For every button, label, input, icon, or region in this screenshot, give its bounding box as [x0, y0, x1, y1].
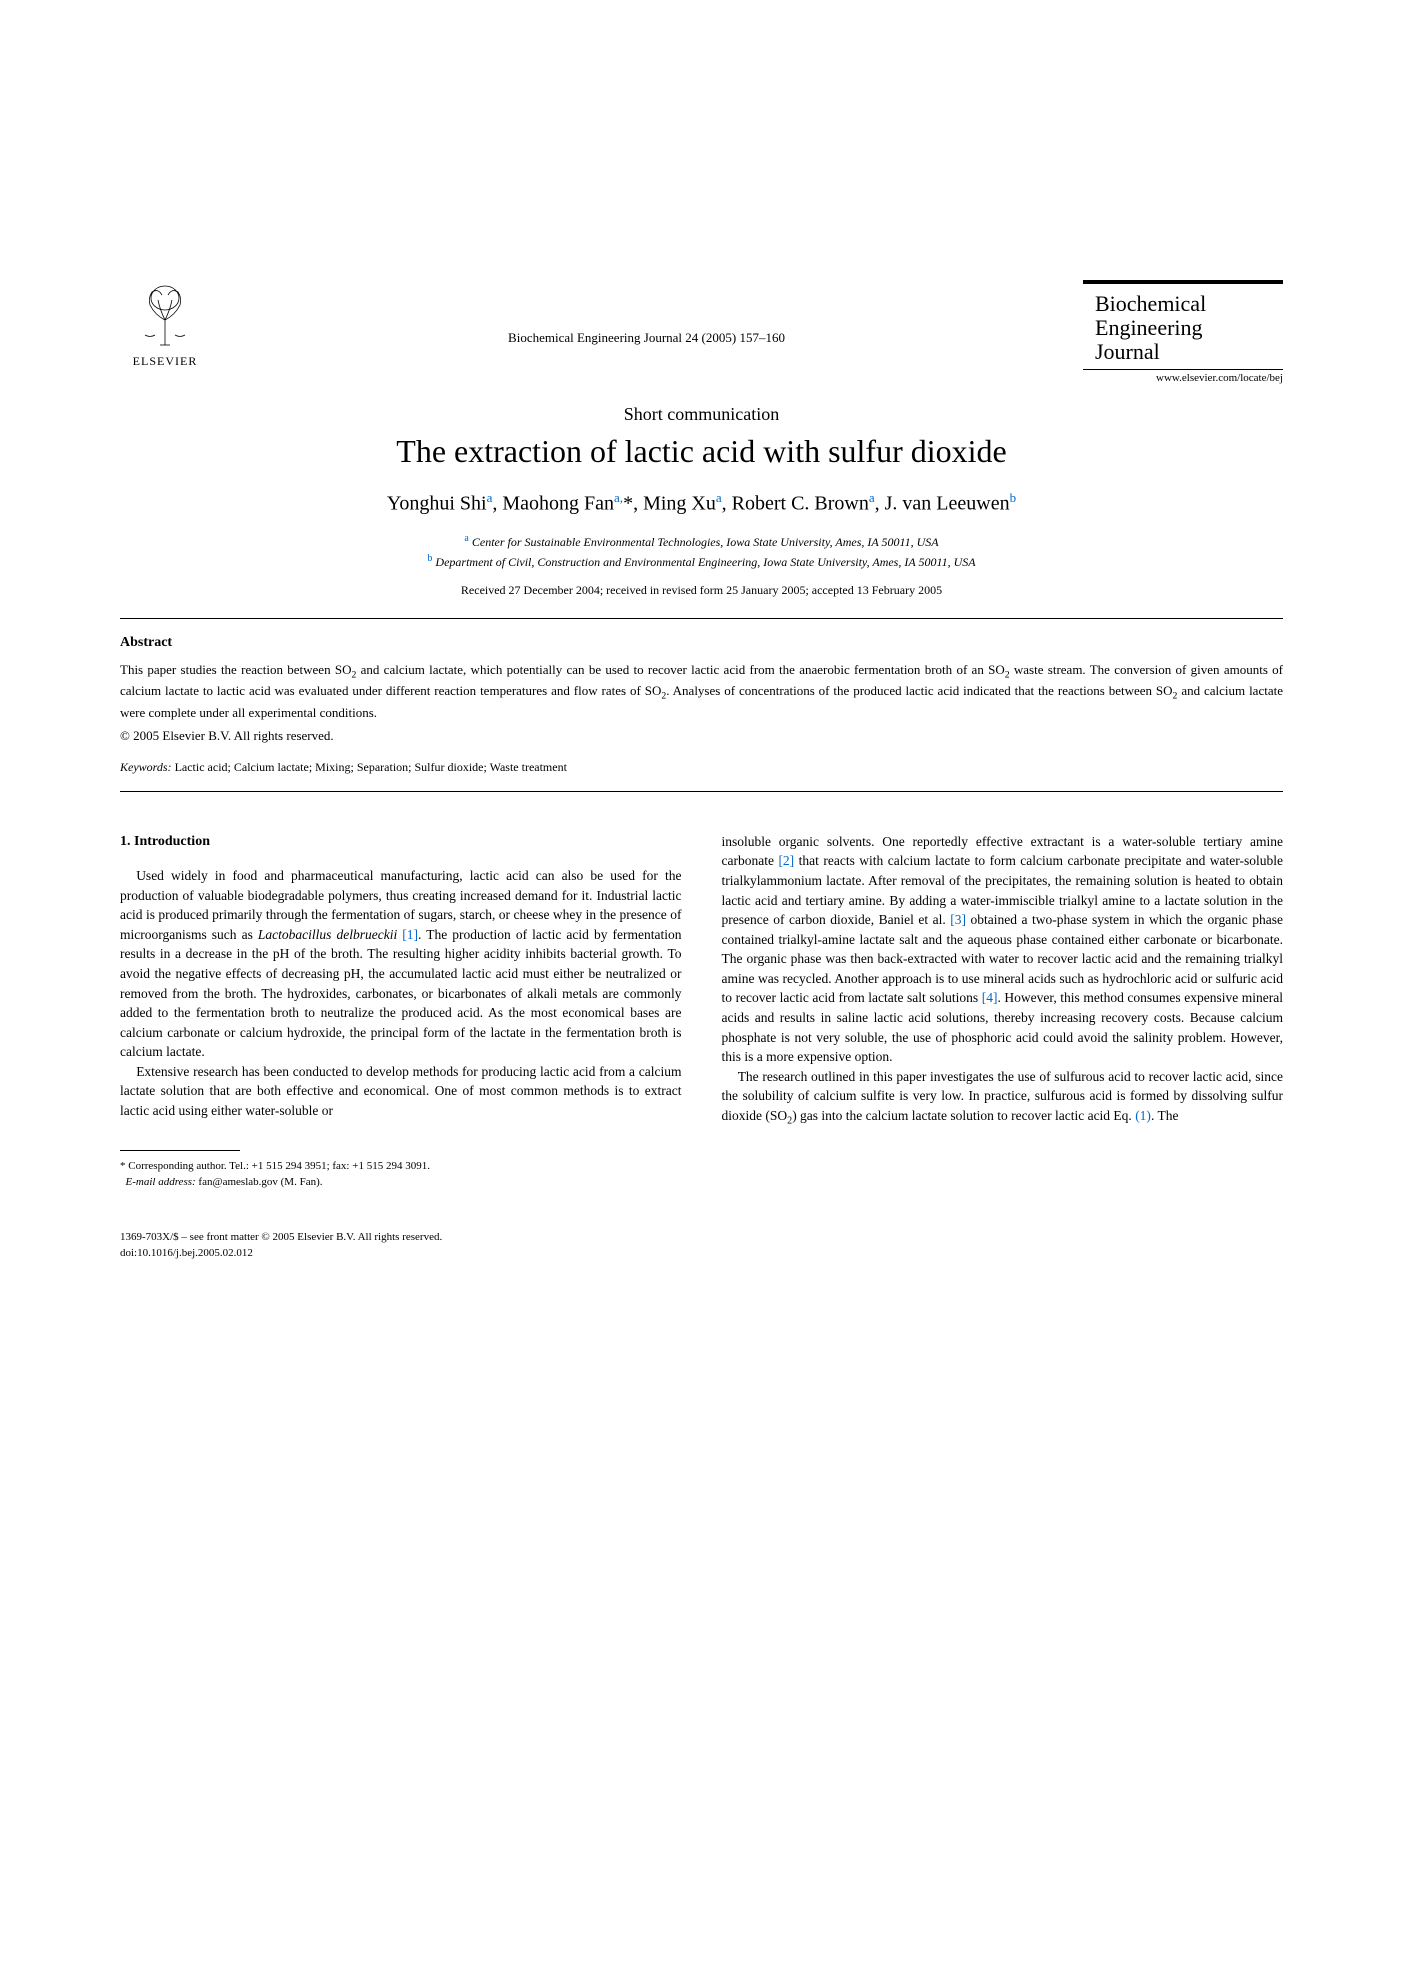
rule-top — [120, 618, 1283, 619]
footer-issn: 1369-703X/$ – see front matter © 2005 El… — [120, 1230, 1283, 1245]
keywords-line: Keywords: Lactic acid; Calcium lactate; … — [120, 760, 1283, 775]
footnote-corr-text: Corresponding author. Tel.: +1 515 294 3… — [128, 1160, 430, 1172]
column-right: insoluble organic solvents. One reported… — [722, 832, 1284, 1190]
affiliation-b-text: Department of Civil, Construction and En… — [435, 555, 975, 569]
elsevier-tree-icon — [130, 280, 200, 350]
corresponding-author-footnote: * Corresponding author. Tel.: +1 515 294… — [120, 1159, 682, 1190]
affiliations: a Center for Sustainable Environmental T… — [120, 531, 1283, 571]
footnote-email: fan@ameslab.gov (M. Fan). — [198, 1176, 322, 1188]
page-footer: 1369-703X/$ – see front matter © 2005 El… — [120, 1230, 1283, 1261]
column-left: 1. Introduction Used widely in food and … — [120, 832, 682, 1190]
authors-line: Yonghui Shia, Maohong Fana,*, Ming Xua, … — [120, 490, 1283, 516]
publisher-name: ELSEVIER — [133, 354, 198, 369]
abstract-text: This paper studies the reaction between … — [120, 661, 1283, 722]
article-title: The extraction of lactic acid with sulfu… — [120, 433, 1283, 470]
intro-para-1: Used widely in food and pharmaceutical m… — [120, 866, 682, 1062]
affiliation-b: b Department of Civil, Construction and … — [120, 551, 1283, 571]
journal-url: www.elsevier.com/locate/bej — [1083, 372, 1283, 384]
body-columns: 1. Introduction Used widely in food and … — [120, 832, 1283, 1190]
footnote-rule — [120, 1150, 240, 1151]
keywords-label: Keywords: — [120, 760, 172, 774]
intro-para-3: insoluble organic solvents. One reported… — [722, 832, 1284, 1067]
abstract-heading: Abstract — [120, 635, 1283, 651]
journal-title-box: Biochemical Engineering Journal — [1083, 280, 1283, 370]
intro-para-2: Extensive research has been conducted to… — [120, 1062, 682, 1121]
journal-name-line2: Engineering — [1095, 315, 1203, 340]
journal-name-line3: Journal — [1095, 339, 1160, 364]
article-dates: Received 27 December 2004; received in r… — [120, 583, 1283, 598]
intro-para-4: The research outlined in this paper inve… — [722, 1067, 1284, 1129]
affiliation-a: a Center for Sustainable Environmental T… — [120, 531, 1283, 551]
footnote-email-label: E-mail address: — [126, 1176, 196, 1188]
article-type: Short communication — [120, 404, 1283, 425]
journal-box-container: Biochemical Engineering Journal www.else… — [1083, 280, 1283, 384]
section-1-heading: 1. Introduction — [120, 832, 682, 852]
header-row: ELSEVIER Biochemical Engineering Journal… — [120, 280, 1283, 384]
keywords-text: Lactic acid; Calcium lactate; Mixing; Se… — [175, 760, 567, 774]
publisher-logo: ELSEVIER — [120, 280, 210, 380]
journal-name: Biochemical Engineering Journal — [1095, 292, 1271, 365]
rule-bottom — [120, 791, 1283, 792]
copyright-line: © 2005 Elsevier B.V. All rights reserved… — [120, 728, 1283, 744]
footer-doi: doi:10.1016/j.bej.2005.02.012 — [120, 1246, 1283, 1261]
journal-name-line1: Biochemical — [1095, 291, 1206, 316]
affiliation-a-text: Center for Sustainable Environmental Tec… — [472, 535, 939, 549]
journal-citation: Biochemical Engineering Journal 24 (2005… — [210, 280, 1083, 346]
